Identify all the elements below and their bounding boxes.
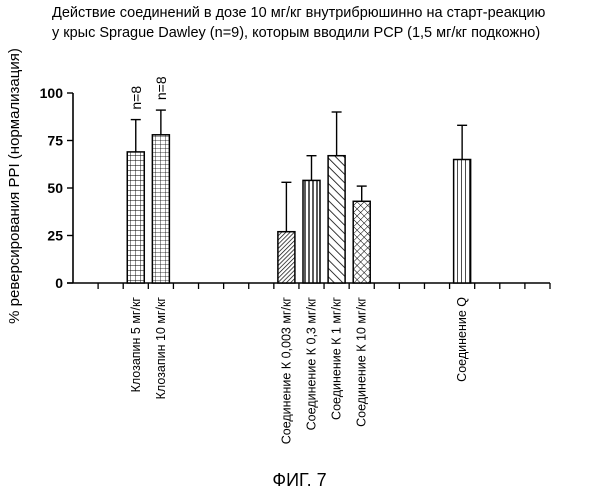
bar-annotation: n=8: [153, 76, 169, 100]
y-axis-label: % реверсирования PPI (нормализация): [6, 48, 23, 324]
x-category-label: Соединение К 1 мг/кг: [330, 297, 344, 420]
bar: [127, 152, 144, 283]
bar-annotation: n=8: [128, 86, 144, 110]
bar: [278, 232, 295, 283]
x-category-label: Соединение К 0,003 мг/кг: [279, 297, 293, 445]
x-category-label: Клозапин 5 мг/кг: [129, 297, 143, 393]
figure-caption: ФИГ. 7: [0, 470, 599, 491]
y-tick-label: 25: [47, 228, 63, 244]
y-tick-label: 0: [55, 275, 63, 291]
bars: Клозапин 5 мг/кг n=8 Клозапин 10 мг/кг n=8 С…: [127, 76, 470, 444]
x-category-label: Клозапин 10 мг/кг: [154, 297, 168, 400]
x-category-label: Соединение К 0,3 мг/кг: [305, 297, 319, 431]
x-category-label: Соединение Q: [455, 297, 469, 382]
bar: [328, 156, 345, 283]
bar: [353, 201, 370, 283]
bar-chart: % реверсирования PPI (нормализация) 0 25 5…: [0, 0, 599, 470]
bar: [303, 180, 320, 283]
bar: [454, 160, 471, 284]
y-tick-label: 75: [47, 133, 63, 149]
y-tick-label: 100: [40, 85, 64, 101]
x-category-label: Соединение К 10 мг/кг: [355, 297, 369, 427]
y-tick-label: 50: [47, 180, 63, 196]
bar: [152, 135, 169, 283]
